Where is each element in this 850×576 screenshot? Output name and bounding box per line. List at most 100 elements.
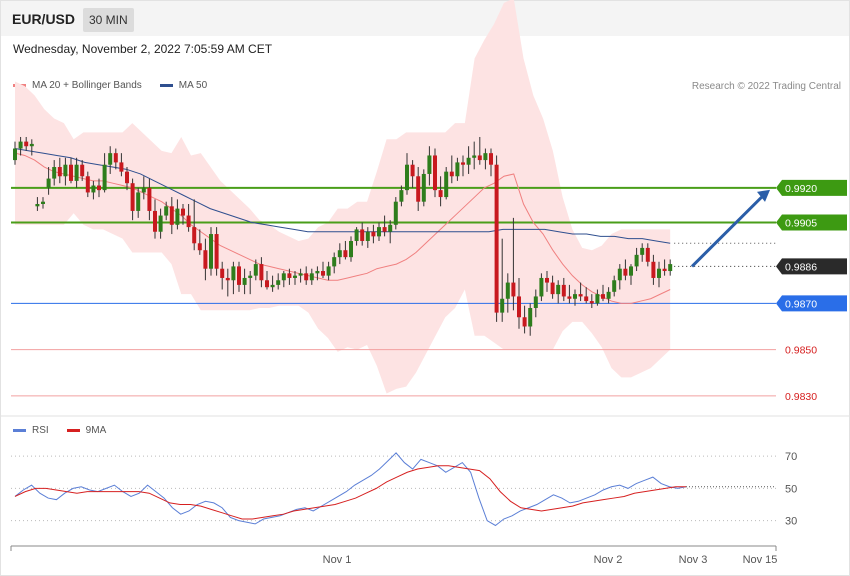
- candle-body: [74, 164, 79, 181]
- candle-body: [393, 201, 398, 225]
- forecast-arrow-head: [757, 189, 770, 202]
- candle-body: [321, 271, 325, 276]
- candle-body: [158, 215, 163, 232]
- candle: [24, 136, 29, 151]
- candle: [617, 264, 622, 290]
- candle: [18, 136, 23, 156]
- candle-body: [214, 234, 219, 269]
- x-tick-label: Nov 1: [323, 554, 352, 566]
- candle: [595, 289, 600, 306]
- candle: [91, 180, 96, 200]
- candle: [388, 220, 393, 244]
- candle-body: [533, 296, 538, 308]
- candle-body: [181, 208, 185, 216]
- price-tag-text: 0.9905: [785, 217, 817, 229]
- candle: [416, 167, 421, 211]
- candle: [556, 280, 561, 304]
- candle: [259, 257, 264, 288]
- candle: [321, 261, 325, 278]
- candle: [528, 303, 533, 336]
- candle: [612, 275, 617, 297]
- chart-datetime: Wednesday, November 2, 2022 7:05:59 AM C…: [13, 42, 273, 56]
- candle: [287, 268, 292, 285]
- candle: [365, 227, 370, 248]
- chart-header: EUR/USD 30 MIN: [1, 1, 849, 36]
- candle-body: [561, 284, 566, 297]
- candle-body: [197, 243, 202, 251]
- candle-body: [634, 254, 639, 267]
- candle-body: [119, 162, 124, 172]
- candle-body: [365, 231, 370, 241]
- candle: [13, 141, 17, 165]
- candle: [589, 294, 594, 308]
- candle-body: [433, 155, 437, 191]
- candle: [343, 240, 348, 260]
- price-tag-text: 0.9920: [785, 183, 817, 195]
- candle: [197, 229, 202, 255]
- candle: [645, 243, 650, 267]
- candle: [248, 271, 253, 295]
- candle-body: [326, 266, 331, 276]
- candle: [192, 199, 197, 251]
- price-tag: [776, 258, 847, 275]
- candle-body: [584, 296, 589, 302]
- candle-body: [410, 164, 415, 177]
- candle-body: [231, 266, 236, 281]
- candle-body: [494, 164, 499, 313]
- rsi-tick-label: 50: [785, 483, 797, 495]
- candle: [489, 148, 493, 177]
- candle-body: [192, 227, 197, 244]
- candle: [377, 222, 381, 241]
- candle: [270, 275, 275, 292]
- timeframe-badge[interactable]: 30 MIN: [83, 8, 134, 32]
- candle: [169, 197, 174, 235]
- candle: [399, 185, 404, 207]
- candle: [220, 261, 225, 290]
- candle-body: [80, 164, 85, 177]
- candle-body: [225, 277, 230, 281]
- candle: [545, 271, 549, 292]
- rsi-ma-legend-swatch: [66, 429, 80, 432]
- candle: [209, 227, 213, 276]
- candle: [651, 254, 656, 285]
- candle-body: [349, 240, 353, 258]
- candle-body: [556, 284, 561, 295]
- candle: [427, 146, 432, 186]
- candle: [517, 277, 521, 329]
- candle-body: [528, 308, 533, 327]
- price-tag: [776, 179, 847, 196]
- candle: [354, 227, 359, 246]
- candle: [293, 271, 297, 285]
- candle: [623, 259, 628, 281]
- candle-body: [309, 273, 314, 281]
- x-tick-label: Nov 3: [679, 554, 708, 566]
- candle-body: [287, 273, 292, 278]
- ma20-legend-label: MA 20 + Bollinger Bands: [32, 80, 142, 91]
- candle: [326, 261, 331, 281]
- candle: [52, 160, 57, 186]
- candle-body: [130, 183, 135, 211]
- candle-body: [573, 294, 577, 299]
- candle: [405, 153, 409, 195]
- rsi-ma-line: [14, 465, 686, 520]
- candle-body: [651, 261, 656, 278]
- candle: [136, 187, 141, 218]
- candle: [214, 227, 219, 276]
- candle-body: [97, 185, 101, 191]
- candle-body: [662, 268, 667, 272]
- candle: [360, 222, 365, 246]
- candle: [433, 148, 437, 198]
- candle: [539, 273, 544, 302]
- candle: [281, 271, 286, 288]
- price-label-0.9870: 0.9870: [776, 295, 847, 312]
- candle-body: [371, 231, 376, 237]
- candle-body: [405, 164, 409, 191]
- candle-body: [421, 173, 426, 202]
- candle-body: [13, 148, 17, 161]
- candle: [203, 238, 208, 281]
- candle-body: [242, 277, 247, 285]
- candle: [578, 282, 583, 302]
- candle-body: [461, 162, 465, 165]
- candle: [69, 157, 73, 184]
- rsi-ma-legend-label: 9MA: [85, 425, 107, 436]
